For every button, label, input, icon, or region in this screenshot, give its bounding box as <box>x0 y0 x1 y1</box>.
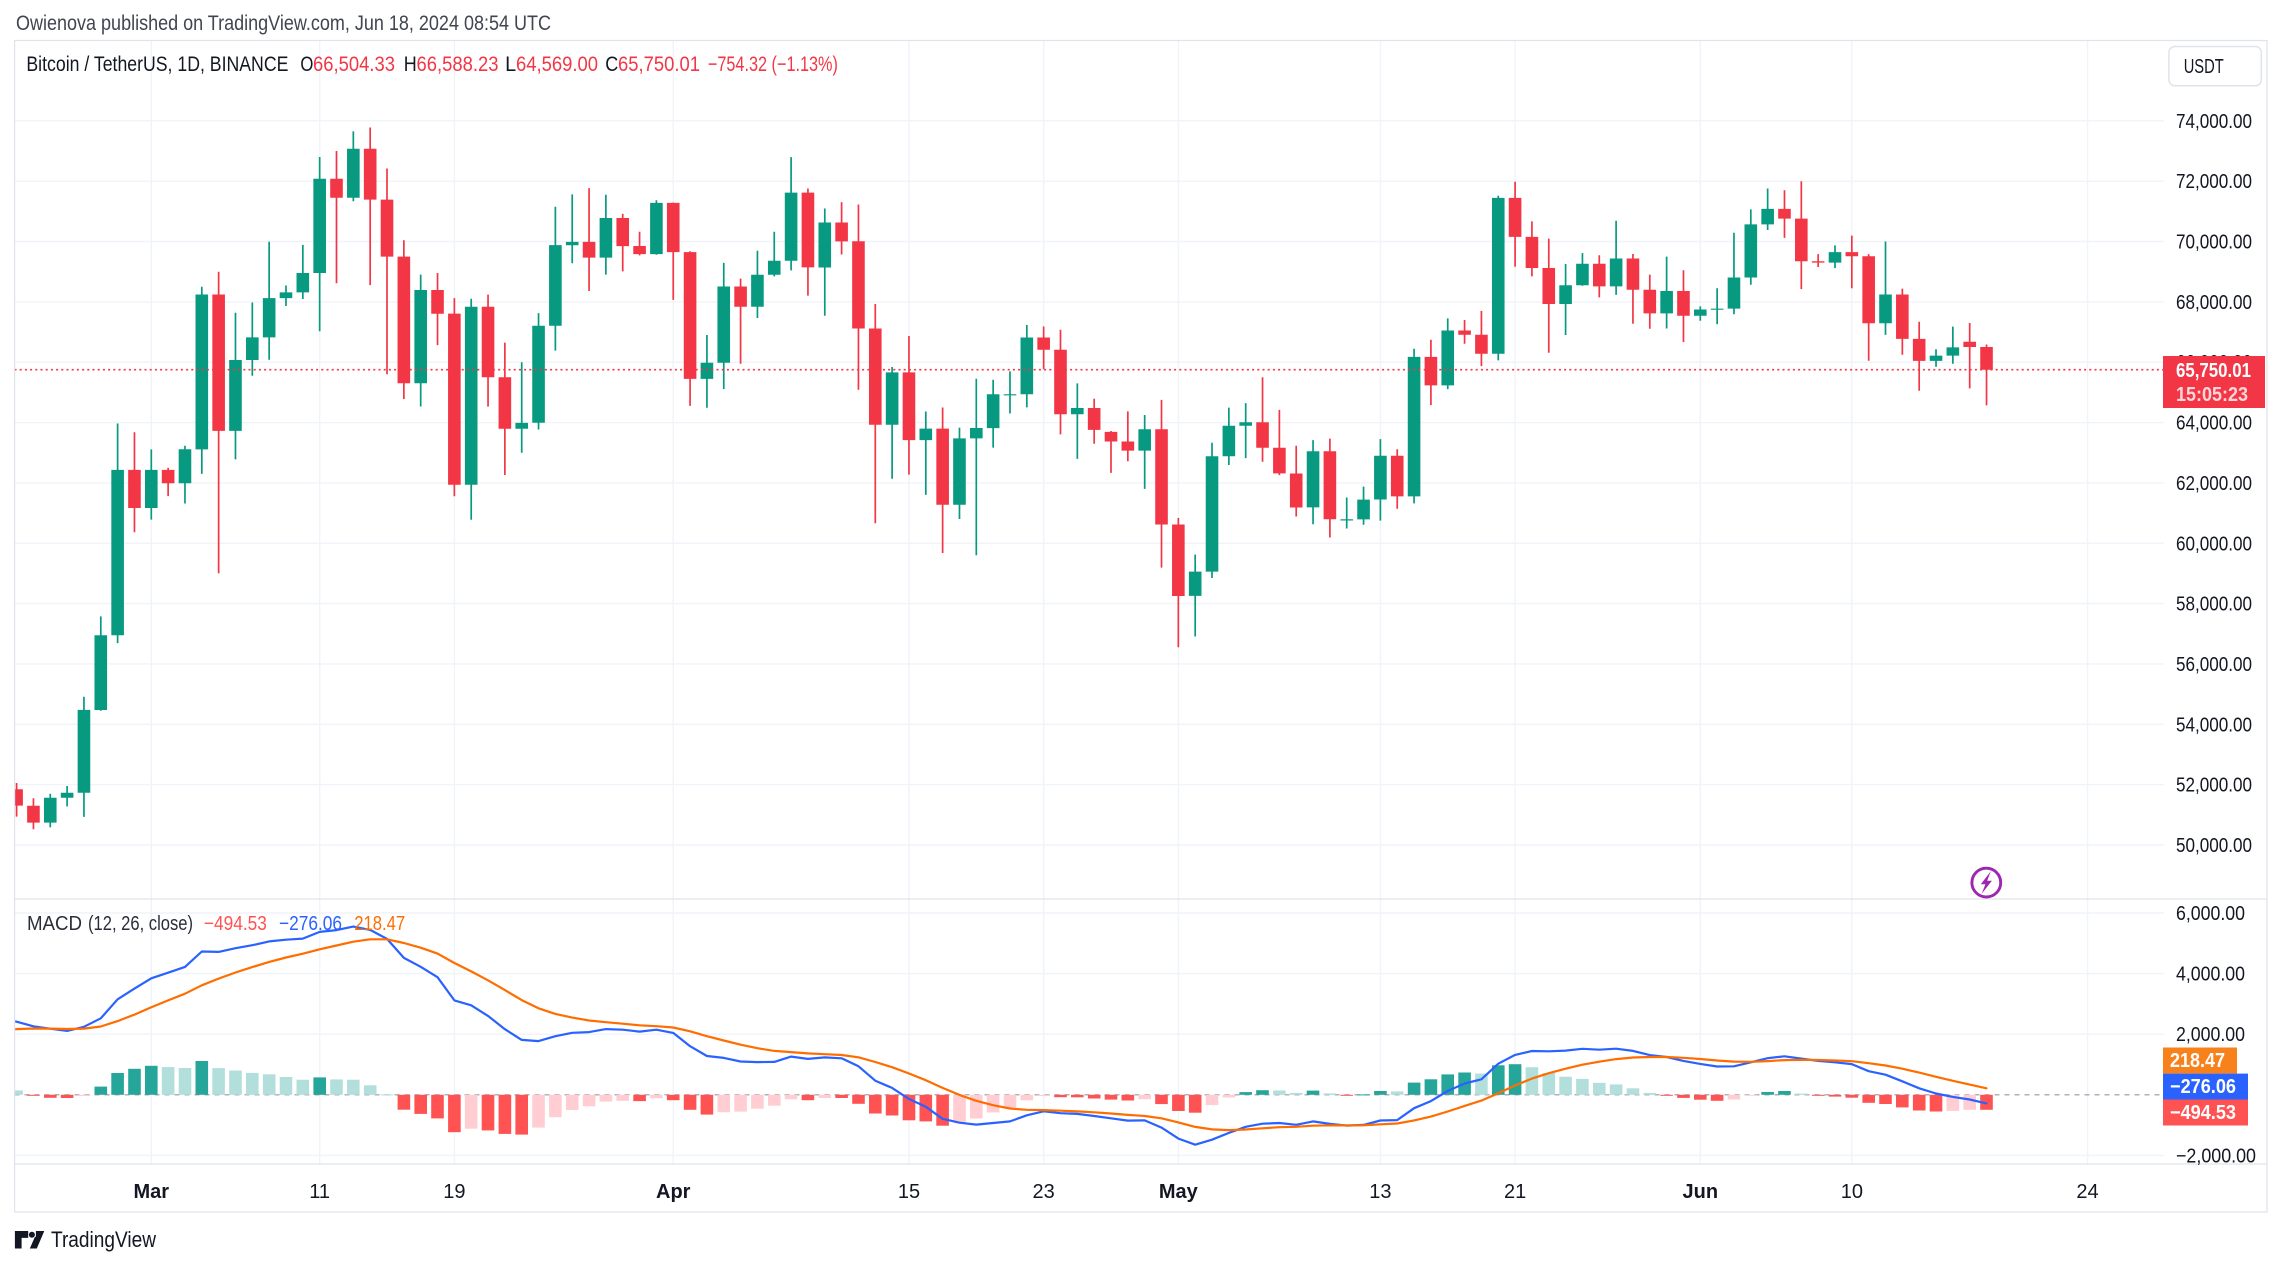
svg-text:13: 13 <box>1369 1181 1391 1203</box>
svg-text:218.47: 218.47 <box>2170 1050 2225 1072</box>
svg-text:Apr: Apr <box>656 1181 691 1203</box>
svg-text:65,750.01: 65,750.01 <box>618 53 700 76</box>
svg-text:66,588.23: 66,588.23 <box>417 53 499 76</box>
svg-text:10: 10 <box>1841 1181 1863 1203</box>
svg-text:218.47: 218.47 <box>354 913 405 935</box>
svg-text:C: C <box>605 53 618 76</box>
svg-text:2,000.00: 2,000.00 <box>2176 1024 2245 1046</box>
svg-text:64,569.00: 64,569.00 <box>516 53 598 76</box>
svg-text:72,000.00: 72,000.00 <box>2176 171 2252 193</box>
svg-text:65,750.01: 65,750.01 <box>2176 360 2251 382</box>
svg-text:USDT: USDT <box>2184 56 2224 78</box>
svg-text:23: 23 <box>1033 1181 1055 1203</box>
svg-text:H: H <box>404 53 417 76</box>
svg-text:15:05:23: 15:05:23 <box>2176 384 2248 406</box>
svg-text:O: O <box>300 53 313 76</box>
svg-text:May: May <box>1159 1181 1199 1203</box>
svg-text:6,000.00: 6,000.00 <box>2176 903 2245 925</box>
svg-text:(12, 26, close): (12, 26, close) <box>88 913 193 935</box>
svg-text:21: 21 <box>1504 1181 1526 1203</box>
svg-text:−276.06: −276.06 <box>279 913 342 935</box>
svg-text:74,000.00: 74,000.00 <box>2176 111 2252 133</box>
svg-text:−754.32 (−1.13%): −754.32 (−1.13%) <box>708 53 838 76</box>
svg-text:11: 11 <box>309 1181 330 1203</box>
svg-text:70,000.00: 70,000.00 <box>2176 232 2252 254</box>
svg-text:−494.53: −494.53 <box>204 913 267 935</box>
svg-text:58,000.00: 58,000.00 <box>2176 594 2252 616</box>
svg-text:50,000.00: 50,000.00 <box>2176 835 2252 857</box>
svg-text:−2,000.00: −2,000.00 <box>2176 1145 2256 1167</box>
svg-text:64,000.00: 64,000.00 <box>2176 413 2252 435</box>
svg-text:MACD: MACD <box>27 913 82 935</box>
svg-text:−276.06: −276.06 <box>2170 1076 2236 1098</box>
svg-text:68,000.00: 68,000.00 <box>2176 292 2252 314</box>
svg-text:52,000.00: 52,000.00 <box>2176 775 2252 797</box>
svg-text:24: 24 <box>2076 1181 2098 1203</box>
svg-text:TradingView: TradingView <box>51 1227 156 1252</box>
svg-text:15: 15 <box>898 1181 920 1203</box>
svg-text:−494.53: −494.53 <box>2170 1102 2236 1124</box>
svg-text:Jun: Jun <box>1683 1181 1719 1203</box>
svg-text:Bitcoin / TetherUS, 1D, BINANC: Bitcoin / TetherUS, 1D, BINANCE <box>26 53 288 76</box>
svg-text:56,000.00: 56,000.00 <box>2176 654 2252 676</box>
svg-text:L: L <box>505 53 516 76</box>
svg-text:19: 19 <box>443 1181 465 1203</box>
svg-text:Mar: Mar <box>134 1181 170 1203</box>
svg-text:Owienova published on TradingV: Owienova published on TradingView.com, J… <box>16 12 551 35</box>
svg-text:60,000.00: 60,000.00 <box>2176 533 2252 555</box>
svg-text:54,000.00: 54,000.00 <box>2176 714 2252 736</box>
svg-text:66,504.33: 66,504.33 <box>313 53 395 76</box>
svg-text:4,000.00: 4,000.00 <box>2176 964 2245 986</box>
svg-text:62,000.00: 62,000.00 <box>2176 473 2252 495</box>
